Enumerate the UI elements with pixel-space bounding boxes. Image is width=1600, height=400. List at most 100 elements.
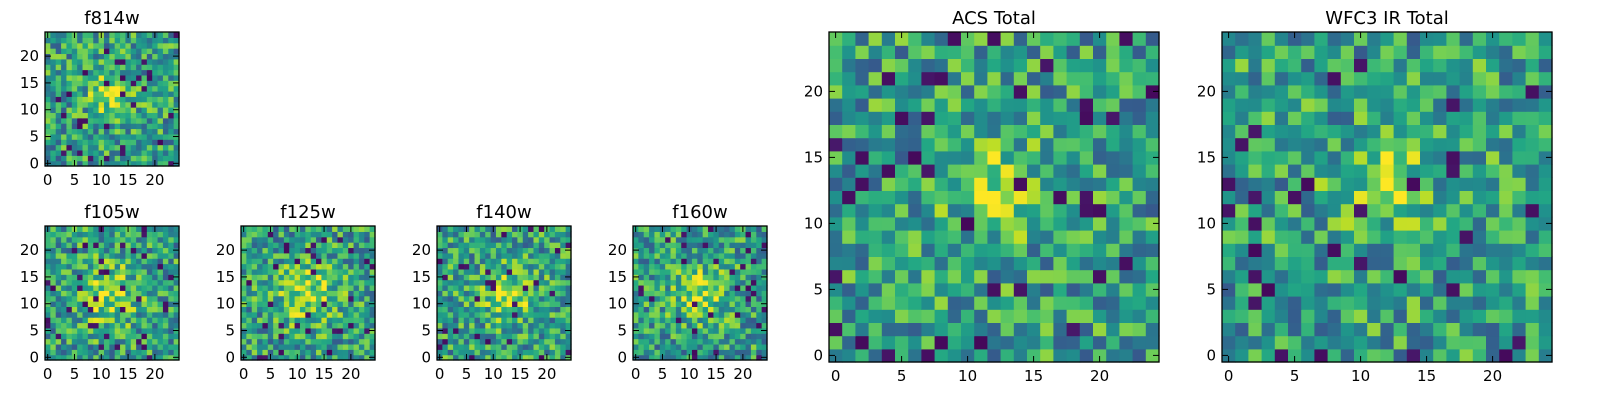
heatmap-cell bbox=[1248, 150, 1263, 165]
heatmap-cell bbox=[267, 327, 274, 334]
heatmap-cell bbox=[289, 279, 296, 286]
heatmap-cell bbox=[554, 295, 561, 302]
heatmap-cell bbox=[71, 155, 78, 162]
heatmap-cell bbox=[947, 190, 962, 205]
heatmap-cell bbox=[278, 263, 285, 270]
heatmap-cell bbox=[654, 231, 661, 238]
heatmap-cell bbox=[246, 268, 253, 275]
heatmap-cell bbox=[294, 263, 301, 270]
heatmap-cell bbox=[643, 247, 650, 254]
heatmap-cell bbox=[146, 101, 153, 108]
heatmap-cell bbox=[921, 335, 936, 350]
heatmap-cell bbox=[895, 164, 909, 178]
heatmap-cell bbox=[1420, 177, 1434, 191]
heatmap-cell bbox=[55, 128, 62, 135]
heatmap-cell bbox=[310, 236, 317, 243]
heatmap-cell bbox=[141, 322, 148, 329]
heatmap-cell bbox=[1053, 137, 1068, 152]
heatmap-cell bbox=[544, 279, 551, 286]
heatmap-cell bbox=[141, 327, 148, 334]
heatmap-cell bbox=[544, 349, 551, 356]
heatmap-cell bbox=[1132, 322, 1147, 337]
heatmap-cell bbox=[1093, 58, 1107, 73]
heatmap-cell bbox=[670, 349, 677, 356]
heatmap-cell bbox=[267, 311, 274, 318]
heatmap-cell bbox=[1459, 296, 1474, 310]
heatmap-cell bbox=[855, 322, 870, 337]
heatmap-cell bbox=[157, 301, 164, 307]
heatmap-cell bbox=[745, 317, 752, 324]
heatmap-cell bbox=[649, 311, 656, 318]
heatmap-cell bbox=[565, 322, 572, 329]
heatmap-cell bbox=[691, 284, 698, 291]
heatmap-cell bbox=[729, 284, 736, 291]
heatmap-cell bbox=[1066, 58, 1081, 73]
x-tick-label: 20 bbox=[341, 365, 360, 383]
heatmap-cell bbox=[961, 309, 975, 323]
heatmap-cell bbox=[538, 322, 545, 329]
heatmap-cell bbox=[157, 74, 164, 81]
heatmap-cell bbox=[257, 284, 264, 291]
heatmap-cell bbox=[691, 236, 698, 243]
heatmap-cell bbox=[895, 190, 909, 205]
heatmap-cell bbox=[724, 317, 731, 324]
heatmap-cell bbox=[702, 274, 709, 281]
heatmap-cell bbox=[908, 203, 922, 218]
heatmap-cell bbox=[87, 242, 94, 249]
heatmap-cell bbox=[87, 74, 94, 81]
heatmap-cell bbox=[1393, 177, 1408, 191]
heatmap-cell bbox=[729, 343, 736, 350]
plot-frame bbox=[44, 31, 180, 167]
heatmap-cell bbox=[1013, 32, 1028, 46]
heatmap-cell bbox=[829, 32, 843, 46]
heatmap-cell bbox=[364, 268, 371, 275]
heatmap-cell bbox=[1486, 216, 1500, 231]
heatmap-cell bbox=[299, 333, 306, 340]
heatmap-cell bbox=[761, 290, 768, 297]
heatmap-cell bbox=[649, 252, 656, 259]
heatmap-cell bbox=[61, 85, 68, 92]
heatmap-cell bbox=[868, 177, 883, 191]
heatmap-cell bbox=[71, 317, 78, 324]
heatmap-cell bbox=[109, 258, 116, 265]
heatmap-cell bbox=[691, 242, 698, 249]
heatmap-cell bbox=[1354, 71, 1368, 86]
heatmap-cell bbox=[98, 343, 105, 350]
x-tick-label: 15 bbox=[119, 365, 138, 383]
heatmap-cell bbox=[77, 322, 84, 329]
y-tick-label: 20 bbox=[20, 241, 39, 259]
heatmap-cell bbox=[173, 311, 180, 318]
heatmap-cell bbox=[337, 263, 344, 270]
heatmap-cell bbox=[87, 284, 94, 291]
heatmap-cell bbox=[310, 317, 317, 324]
heatmap-cell bbox=[1433, 269, 1447, 284]
heatmap-cell bbox=[251, 279, 258, 286]
heatmap-cell bbox=[358, 327, 365, 334]
heatmap-cell bbox=[654, 284, 661, 291]
heatmap-cell bbox=[305, 226, 312, 232]
heatmap-cell bbox=[283, 268, 290, 275]
heatmap-cell bbox=[1393, 243, 1408, 257]
heatmap-cell bbox=[1340, 269, 1355, 284]
heatmap-cell bbox=[1472, 243, 1487, 257]
heatmap-cell bbox=[353, 258, 360, 265]
heatmap-cell bbox=[638, 242, 645, 249]
heatmap-cell bbox=[358, 263, 365, 270]
heatmap-cell bbox=[294, 301, 301, 307]
heatmap-cell bbox=[1079, 32, 1094, 46]
heatmap-cell bbox=[1000, 269, 1015, 284]
heatmap-cell bbox=[1486, 45, 1500, 59]
heatmap-cell bbox=[1433, 58, 1447, 73]
heatmap-cell bbox=[103, 226, 110, 232]
heatmap-cell bbox=[1446, 71, 1461, 86]
heatmap-cell bbox=[1420, 230, 1434, 244]
heatmap-cell bbox=[501, 263, 508, 270]
heatmap-cell bbox=[708, 327, 714, 334]
heatmap-cell bbox=[289, 295, 296, 302]
heatmap-cell bbox=[756, 252, 763, 259]
heatmap-cell bbox=[55, 117, 62, 124]
heatmap-cell bbox=[114, 48, 121, 55]
heatmap-cell bbox=[162, 338, 169, 345]
heatmap-cell bbox=[241, 279, 247, 286]
heatmap-cell bbox=[278, 322, 285, 329]
